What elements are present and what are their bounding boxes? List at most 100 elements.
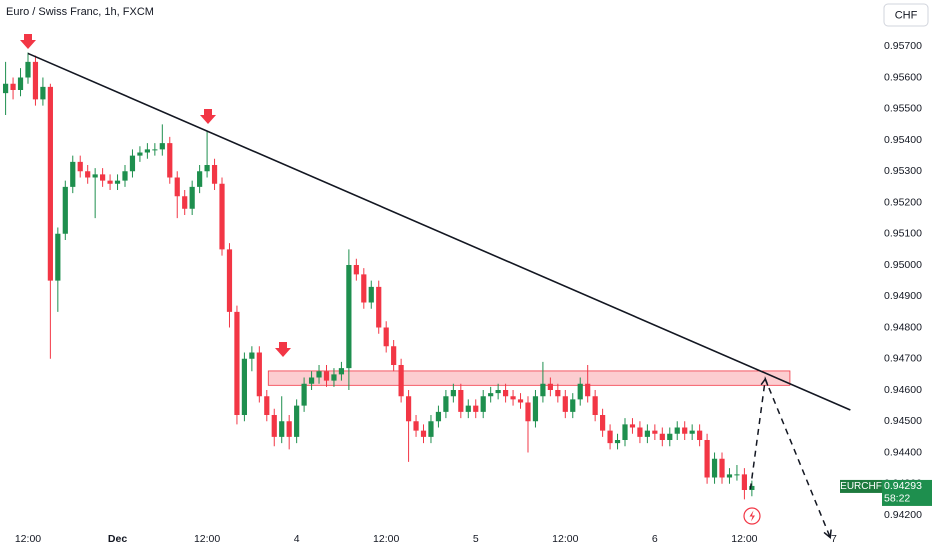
candle-body bbox=[129, 155, 136, 172]
candle-body bbox=[600, 415, 606, 431]
candle-body bbox=[697, 430, 703, 440]
x-tick-label: Dec bbox=[108, 533, 127, 545]
y-tick-label: 0.94700 bbox=[884, 353, 922, 365]
candle-body bbox=[577, 383, 583, 400]
candle-body bbox=[137, 152, 143, 156]
y-tick-label: 0.94200 bbox=[884, 509, 922, 521]
candle-body bbox=[25, 61, 31, 78]
candle-body bbox=[368, 286, 374, 303]
candle-body bbox=[413, 421, 419, 431]
candle-body bbox=[159, 143, 165, 150]
x-tick-label: 12:00 bbox=[194, 533, 220, 545]
candle-body bbox=[517, 399, 524, 403]
candle-body bbox=[749, 485, 755, 490]
candle-body bbox=[734, 474, 740, 476]
y-tick-label: 0.95100 bbox=[884, 228, 922, 240]
candle-body bbox=[2, 83, 9, 94]
candle-body bbox=[353, 265, 359, 275]
candle-body bbox=[614, 440, 621, 444]
candle-body bbox=[174, 177, 180, 197]
price-label-symbol-box bbox=[840, 479, 882, 493]
candle-body bbox=[122, 171, 128, 181]
x-tick-label: 7 bbox=[831, 533, 837, 545]
candle-body bbox=[674, 427, 680, 434]
candle-body bbox=[62, 186, 68, 234]
candle-body bbox=[167, 143, 173, 178]
candle-body bbox=[241, 358, 248, 415]
y-tick-label: 0.94900 bbox=[884, 290, 922, 302]
candle-body bbox=[465, 405, 471, 412]
candle-body bbox=[264, 396, 270, 415]
candle-body bbox=[592, 396, 598, 415]
candle-body bbox=[719, 458, 725, 478]
arrow-marker bbox=[20, 34, 36, 49]
candle-body bbox=[502, 390, 509, 397]
projection-arrowhead bbox=[823, 529, 832, 539]
currency-button-label[interactable]: CHF bbox=[895, 9, 918, 21]
currency-button-frame[interactable] bbox=[883, 3, 929, 27]
candle-body bbox=[47, 86, 53, 281]
candle-body bbox=[279, 421, 285, 437]
candle-body bbox=[562, 396, 568, 412]
candle-body bbox=[570, 399, 576, 412]
candle-body bbox=[659, 433, 665, 440]
x-tick-label: 12:00 bbox=[552, 533, 578, 545]
candle-body bbox=[428, 421, 434, 437]
candle-body bbox=[286, 421, 292, 437]
candle-body bbox=[376, 286, 382, 328]
candle-body bbox=[391, 346, 397, 365]
candle-body bbox=[555, 390, 561, 397]
candle-body bbox=[55, 233, 61, 281]
y-tick-label: 0.95000 bbox=[884, 259, 922, 271]
projection-arrowhead bbox=[760, 377, 769, 386]
candle-body bbox=[346, 265, 352, 369]
candle-body bbox=[100, 174, 106, 181]
candle-body bbox=[644, 430, 650, 437]
candle-body bbox=[10, 83, 16, 90]
candle-body bbox=[85, 171, 91, 178]
y-tick-label: 0.95700 bbox=[884, 40, 922, 52]
candle-body bbox=[17, 77, 24, 90]
candle-body bbox=[234, 311, 240, 415]
candle-body bbox=[443, 396, 449, 412]
resistance-zone bbox=[267, 370, 791, 386]
candle-body bbox=[92, 174, 98, 178]
candle-body bbox=[741, 474, 748, 490]
arrow-marker bbox=[200, 109, 216, 124]
price-label-value-box bbox=[882, 479, 932, 506]
candle-body bbox=[331, 374, 337, 381]
y-tick-label: 0.94600 bbox=[884, 384, 922, 396]
candle-body bbox=[637, 427, 643, 437]
candle-body bbox=[547, 383, 553, 390]
candle-body bbox=[189, 186, 195, 209]
arrow-marker bbox=[275, 342, 291, 357]
event-icon[interactable] bbox=[743, 507, 761, 525]
price-label-value: 0.94293 bbox=[884, 480, 922, 492]
candle-body bbox=[435, 411, 442, 422]
candle-body bbox=[458, 390, 464, 412]
candle-body bbox=[450, 390, 456, 397]
candle-body bbox=[488, 393, 494, 397]
candle-body bbox=[77, 161, 83, 172]
candle-body bbox=[271, 415, 277, 437]
event-icon-bolt[interactable] bbox=[749, 510, 756, 522]
candle-body bbox=[510, 396, 516, 400]
x-tick-label: 12:00 bbox=[731, 533, 757, 545]
candle-body bbox=[249, 352, 255, 359]
candle-body bbox=[585, 383, 591, 397]
candle-body bbox=[420, 430, 427, 437]
candle-body bbox=[383, 327, 389, 347]
candle-body bbox=[532, 396, 539, 422]
candle-body bbox=[495, 390, 501, 394]
x-tick-label: 12:00 bbox=[373, 533, 399, 545]
currency-button[interactable]: CHF bbox=[883, 3, 929, 27]
candle-body bbox=[398, 365, 404, 397]
candle-body bbox=[182, 196, 188, 209]
x-tick-label: 4 bbox=[294, 533, 300, 545]
candle-body bbox=[726, 474, 733, 478]
candle-body bbox=[256, 352, 262, 397]
trend-line bbox=[27, 52, 851, 411]
candle-body bbox=[308, 377, 315, 384]
